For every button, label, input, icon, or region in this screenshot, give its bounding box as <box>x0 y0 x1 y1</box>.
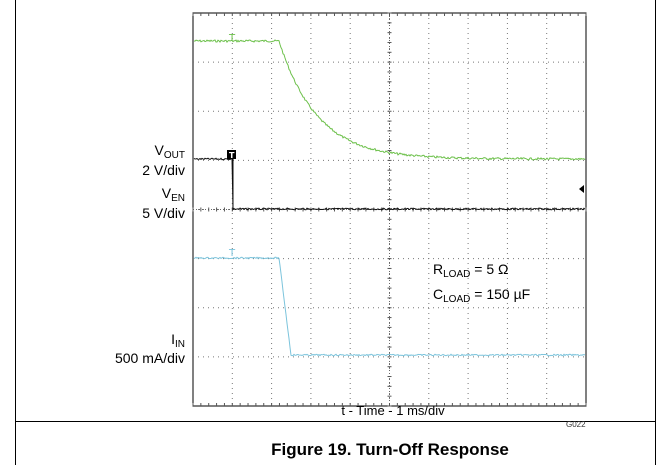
iin-scale: 500 mA/div <box>114 350 185 366</box>
page-frame-left <box>15 0 16 465</box>
trigger-marker-letter: T <box>229 151 235 160</box>
rload-value: = 5 Ω <box>470 261 509 277</box>
vout-trace <box>193 39 586 161</box>
iin-label: IIN <box>105 331 185 353</box>
ven-label: VEN <box>105 185 185 207</box>
iin-label-sub: IN <box>175 339 185 350</box>
vout-label: VOUT <box>105 142 185 164</box>
vout-label-sub: OUT <box>163 150 185 161</box>
ven-trace <box>193 157 586 211</box>
cload-annotation: CLOAD = 150 µF <box>433 286 530 308</box>
rload-annotation: RLOAD = 5 Ω <box>433 261 508 283</box>
rload-main: R <box>433 261 444 277</box>
cload-value: = 150 µF <box>470 286 531 302</box>
iin-trace <box>193 256 586 357</box>
trigger-level-arrow <box>579 185 584 193</box>
ven-scale: 5 V/div <box>142 205 185 221</box>
cload-sub: LOAD <box>443 294 471 305</box>
vout-ground-marker: T <box>228 33 236 44</box>
ven-label-main: V <box>161 185 172 201</box>
vout-scale: 2 V/div <box>142 162 185 178</box>
iin-label-main: I <box>171 331 175 347</box>
page-frame-bottom <box>15 421 656 422</box>
plot-traces: T T T <box>193 33 586 357</box>
ven-label-sub: EN <box>171 193 185 204</box>
figure-code: G022 <box>566 420 586 429</box>
page-frame-right <box>655 0 656 465</box>
trigger-marker <box>227 150 236 159</box>
figure-caption: Figure 19. Turn-Off Response <box>271 440 509 459</box>
rload-sub: LOAD <box>443 269 471 280</box>
vout-label-main: V <box>154 142 164 158</box>
cload-main: C <box>433 286 444 302</box>
x-axis-label: t - Time - 1 ms/div <box>341 403 445 418</box>
iin-ground-marker: T <box>228 248 236 259</box>
